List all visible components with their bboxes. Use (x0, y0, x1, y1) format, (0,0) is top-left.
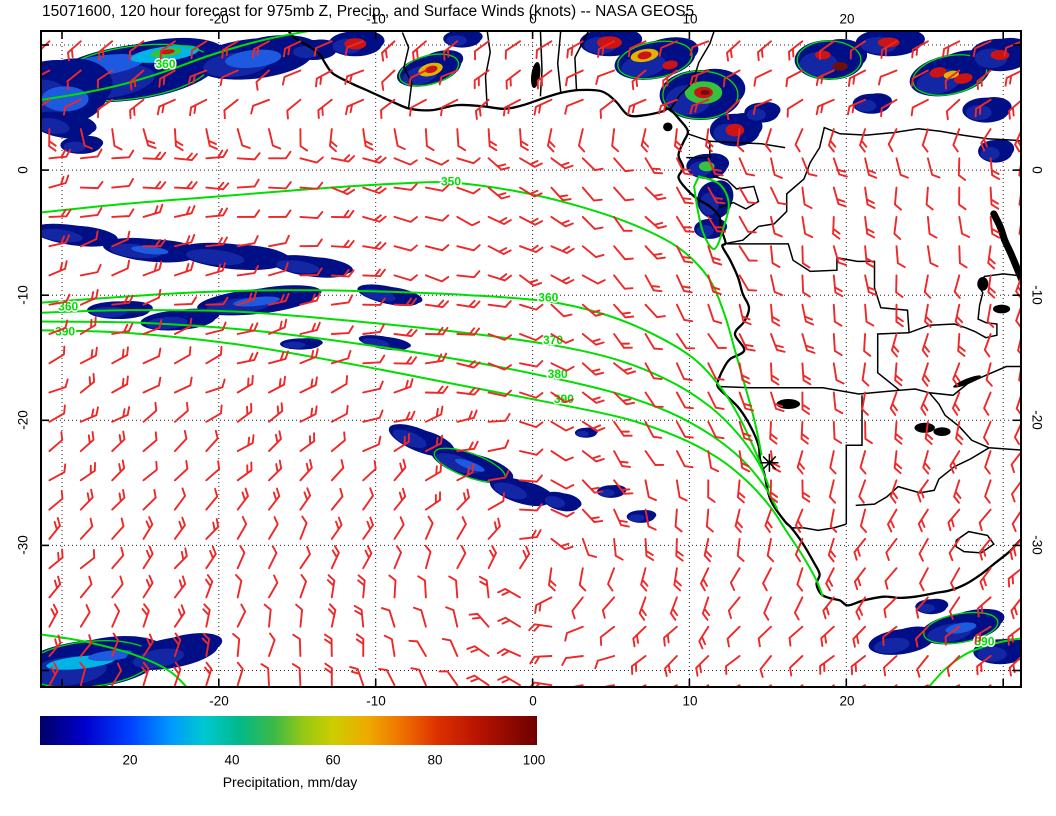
map-outlines (286, 30, 1022, 607)
x-tick-label-bottom: 10 (682, 693, 698, 709)
station-marker (760, 453, 779, 472)
y-tick-label-right: 0 (1029, 166, 1045, 174)
colorbar-tick-label: 100 (522, 752, 546, 768)
svg-text:360: 360 (538, 291, 558, 305)
wind-barbs (40, 40, 1022, 688)
colorbar-label: Precipitation, mm/day (222, 774, 358, 790)
colorbar-tick-label: 80 (427, 752, 443, 768)
x-tick-label-bottom: 20 (839, 693, 855, 709)
plot-title: 15071600, 120 hour forecast for 975mb Z,… (42, 3, 695, 20)
x-tick-label-bottom: -10 (366, 693, 386, 709)
height-contours (40, 30, 1022, 688)
svg-text:390: 390 (974, 635, 994, 649)
x-tick-label-bottom: 0 (529, 693, 537, 709)
x-tick-label-top: -10 (366, 11, 386, 27)
y-tick-label-left: -20 (15, 410, 31, 430)
y-tick-label-left: -10 (15, 285, 31, 305)
x-tick-label-bottom: -20 (209, 693, 229, 709)
x-tick-label-top: -20 (209, 11, 229, 27)
svg-text:390: 390 (554, 392, 574, 406)
svg-text:350: 350 (441, 174, 461, 188)
colorbar (40, 716, 537, 745)
y-tick-label-right: -30 (1029, 535, 1045, 555)
colorbar-tick-label: 40 (224, 752, 240, 768)
plot-frame (40, 30, 1022, 688)
y-tick-label-left: -30 (15, 535, 31, 555)
y-tick-label-left: 0 (15, 166, 31, 174)
gridlines (40, 30, 1022, 688)
svg-text:390: 390 (55, 325, 75, 339)
precip-layer (40, 30, 1022, 688)
svg-text:360: 360 (155, 57, 175, 71)
y-tick-label-right: -10 (1029, 285, 1045, 305)
y-tick-label-right: -20 (1029, 410, 1045, 430)
colorbar-tick-label: 60 (325, 752, 341, 768)
x-tick-label-top: 20 (839, 11, 855, 27)
svg-text:370: 370 (543, 333, 563, 347)
x-tick-label-top: 0 (529, 11, 537, 27)
svg-text:360: 360 (58, 300, 78, 314)
colorbar-tick-label: 20 (122, 752, 138, 768)
x-tick-label-top: 10 (682, 11, 698, 27)
